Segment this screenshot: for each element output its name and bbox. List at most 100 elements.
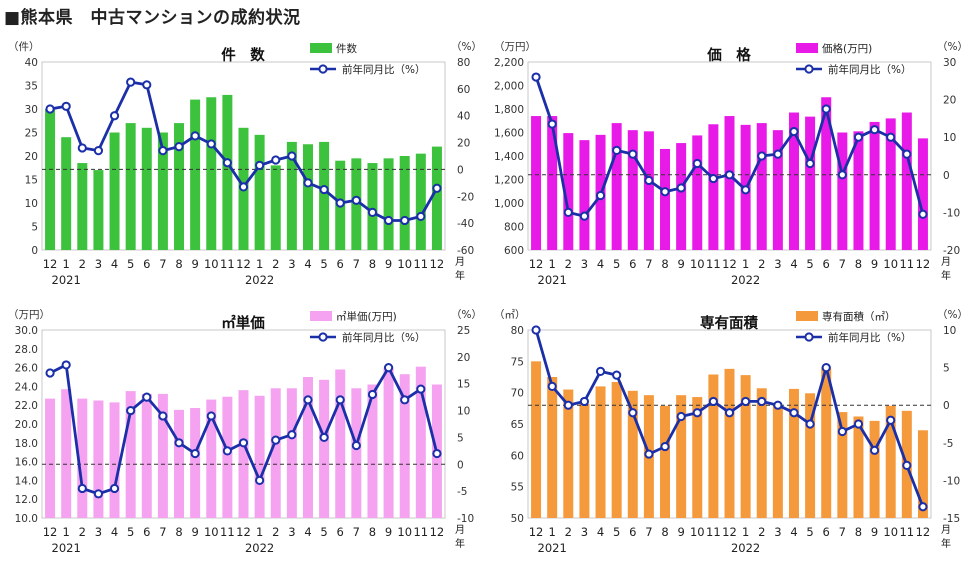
x-tick-label: 5 [806, 257, 813, 271]
yoy-marker [805, 419, 815, 429]
bar [611, 123, 622, 250]
bar [367, 163, 378, 250]
left-axis-tick-label: 1,000 [494, 198, 524, 210]
bar [547, 116, 558, 250]
chart-unit-price: 10.0 12.0 14.0 16.0 18.0 20.0 22.0 24.0 26.0 28.0… [8, 309, 482, 555]
bar [383, 158, 394, 250]
x-tick-label: 7 [645, 257, 652, 271]
legend-line-label: 前年同月比（%） [342, 331, 425, 344]
right-axis-tick-label: 10 [457, 406, 470, 418]
x-tick-label: 4 [597, 257, 604, 271]
x-tick-label: 6 [143, 525, 150, 539]
x-tick-label: 12 [430, 525, 445, 539]
right-axis-tick-label: 20 [457, 138, 470, 150]
left-axis-tick-label: 80 [511, 325, 524, 337]
bar [692, 135, 703, 250]
left-axis-tick-label: 12.0 [15, 494, 38, 506]
bar [270, 165, 281, 250]
x-tick-label: 4 [790, 525, 797, 539]
x-tick-label: 1 [549, 257, 556, 271]
yoy-marker [174, 438, 184, 448]
bar [805, 116, 816, 250]
bar [93, 170, 104, 250]
x-tick-label: 10 [397, 525, 412, 539]
x-tick-label: 9 [191, 525, 198, 539]
bar [756, 388, 767, 518]
bar [77, 398, 88, 518]
yoy-marker [238, 182, 249, 192]
bar [627, 130, 638, 250]
x-tick-label: 11 [220, 257, 235, 271]
bar [595, 386, 606, 518]
legend-bar-swatch [796, 43, 818, 53]
month-unit-label: 月 [941, 256, 951, 268]
left-axis-tick-label: 2,200 [494, 57, 524, 69]
yoy-marker [547, 119, 557, 129]
x-tick-label: 4 [597, 525, 604, 539]
x-tick-label: 9 [871, 525, 878, 539]
yoy-marker [319, 184, 329, 195]
yoy-marker [644, 175, 654, 186]
x-tick-label: 12 [236, 257, 251, 271]
yoy-marker [741, 185, 751, 195]
year-label: 2021 [52, 541, 81, 555]
left-axis-tick-label: 30.0 [15, 325, 38, 337]
x-tick-label: 11 [220, 525, 235, 539]
bar [109, 132, 120, 250]
bar [853, 416, 864, 518]
chart-title: 専有面積 [700, 314, 758, 332]
left-axis-tick-label: 24.0 [15, 381, 38, 393]
yoy-marker [579, 396, 590, 407]
yoy-marker [303, 395, 313, 405]
bar [206, 399, 217, 518]
bar [869, 420, 880, 518]
yoy-marker [351, 440, 361, 451]
bar [157, 132, 168, 250]
bar [805, 393, 816, 518]
right-axis-tick-label: 5 [943, 363, 950, 375]
bar [206, 97, 217, 250]
yoy-marker [869, 125, 880, 135]
bar [141, 393, 152, 518]
x-tick-label: 8 [661, 525, 668, 539]
bar [853, 131, 864, 250]
yoy-marker [789, 408, 799, 418]
bar [756, 123, 767, 250]
x-tick-label: 10 [690, 525, 705, 539]
yoy-marker [676, 411, 686, 422]
bar [415, 366, 426, 518]
bar [61, 389, 72, 518]
bar [109, 402, 120, 518]
x-tick-label: 3 [288, 525, 295, 539]
yoy-marker [789, 126, 799, 137]
left-axis-tick-label: 55 [511, 482, 524, 494]
yoy-marker [287, 430, 297, 440]
x-tick-label: 1 [256, 257, 263, 271]
x-tick-label: 5 [613, 525, 620, 539]
bar [917, 138, 928, 250]
x-tick-label: 4 [111, 257, 118, 271]
yoy-marker [255, 160, 265, 170]
yoy-marker [612, 370, 622, 380]
right-axis-tick-label: 40 [457, 111, 470, 123]
bar [399, 156, 410, 250]
left-axis-tick-label: 1,600 [494, 128, 524, 140]
bar [254, 395, 265, 518]
x-tick-label: 5 [806, 525, 813, 539]
left-axis-tick-label: 30 [25, 104, 38, 116]
x-tick-label: 5 [320, 525, 327, 539]
bar [77, 163, 88, 250]
x-tick-label: 8 [175, 525, 182, 539]
bar [319, 379, 330, 518]
left-axis-tick-label: 65 [511, 419, 524, 431]
year-unit-label: 年 [941, 269, 951, 282]
x-tick-label: 11 [706, 525, 721, 539]
left-axis-tick-label: 1,400 [494, 151, 524, 163]
x-tick-label: 6 [823, 525, 830, 539]
legend-bar-label: ㎡単価(万円) [336, 310, 397, 323]
yoy-marker [367, 389, 378, 400]
bar [174, 409, 185, 518]
left-axis-tick-label: 35 [25, 81, 38, 93]
left-axis-tick-label: 22.0 [15, 400, 38, 412]
legend-bar-label: 価格(万円) [822, 42, 872, 55]
